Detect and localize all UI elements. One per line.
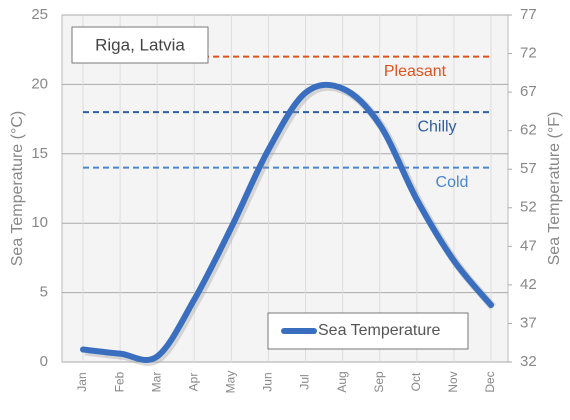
x-tick-label: Feb [112,371,126,392]
chart-title: Riga, Latvia [95,35,185,54]
y-tick-label: 20 [31,75,48,92]
y-tick-label: 25 [31,6,48,23]
y2-axis-label: Sea Temperature (°F) [546,112,563,266]
x-tick-label: Mar [149,372,163,393]
x-tick-label: Jan [75,372,89,391]
y2-tick-label: 52 [520,199,537,216]
y2-tick-label: 62 [520,122,537,139]
title-box: Riga, Latvia [71,26,209,64]
y2-tick-label: 72 [520,45,537,62]
x-tick-label: Jul [298,374,312,389]
y2-tick-label: 67 [520,83,537,100]
x-tick-label: Jun [261,372,275,391]
y-tick-label: 0 [40,353,48,370]
title-frame [71,26,209,64]
y2-tick-label: 57 [520,160,537,177]
x-tick-label: Oct [409,372,423,391]
plot-area [61,14,509,363]
y-tick-label: 5 [40,284,48,301]
series-line [80,81,494,363]
y-tick-label: 15 [31,145,48,162]
x-tick-label: Dec [483,371,497,392]
y2-tick-label: 37 [520,314,537,331]
x-tick-label: Apr [186,373,200,392]
y2-tick-label: 77 [520,6,537,23]
y2-tick-label: 42 [520,276,537,293]
x-tick-label: Sep [372,371,386,393]
x-tick-label: May [224,371,238,394]
threshold-label: Cold [436,174,469,191]
threshold-label: Pleasant [384,63,447,80]
x-tick-label: Nov [446,371,460,392]
y2-tick-label: 32 [520,353,537,370]
y-tick-label: 10 [31,214,48,231]
x-tick-label: Aug [335,371,349,392]
threshold-label: Chilly [417,118,456,135]
y2-tick-label: 47 [520,237,537,254]
legend: Sea Temperature [267,312,469,350]
legend-label: Sea Temperature [318,322,441,339]
y-axis-label: Sea Temperature (°C) [9,111,26,267]
